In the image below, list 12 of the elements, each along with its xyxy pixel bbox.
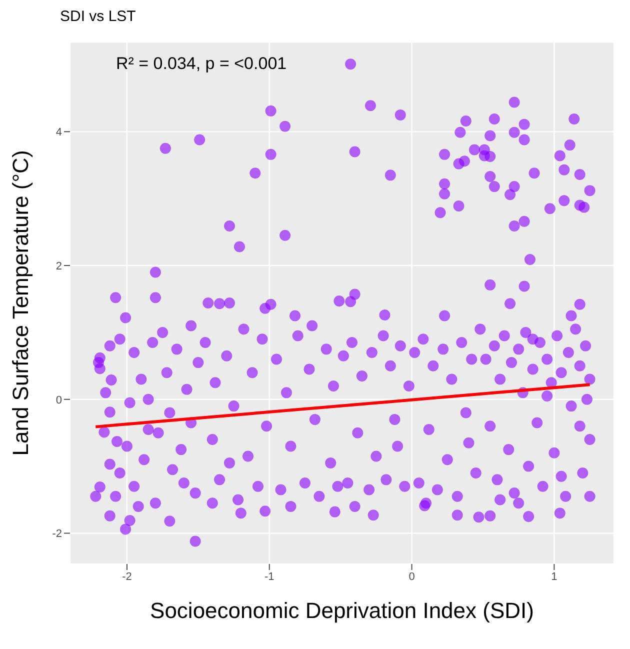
x-tick-label: -2: [122, 570, 132, 583]
y-axis-title: Land Surface Temperature (°C): [8, 150, 33, 456]
y-tick-label: 2: [56, 260, 62, 272]
y-tick-label: 4: [56, 126, 62, 139]
y-tick-label: -2: [52, 528, 62, 540]
x-tick-label: 1: [551, 570, 558, 583]
annotation: R² = 0.034, p = <0.001: [116, 54, 287, 74]
x-tick-label: 0: [408, 570, 415, 583]
y-tick-label: 0: [56, 394, 62, 406]
chart-title: SDI vs LST: [59, 8, 137, 27]
x-tick-label: -1: [264, 570, 274, 583]
x-axis-title: Socioeconomic Deprivation Index (SDI): [150, 598, 534, 623]
